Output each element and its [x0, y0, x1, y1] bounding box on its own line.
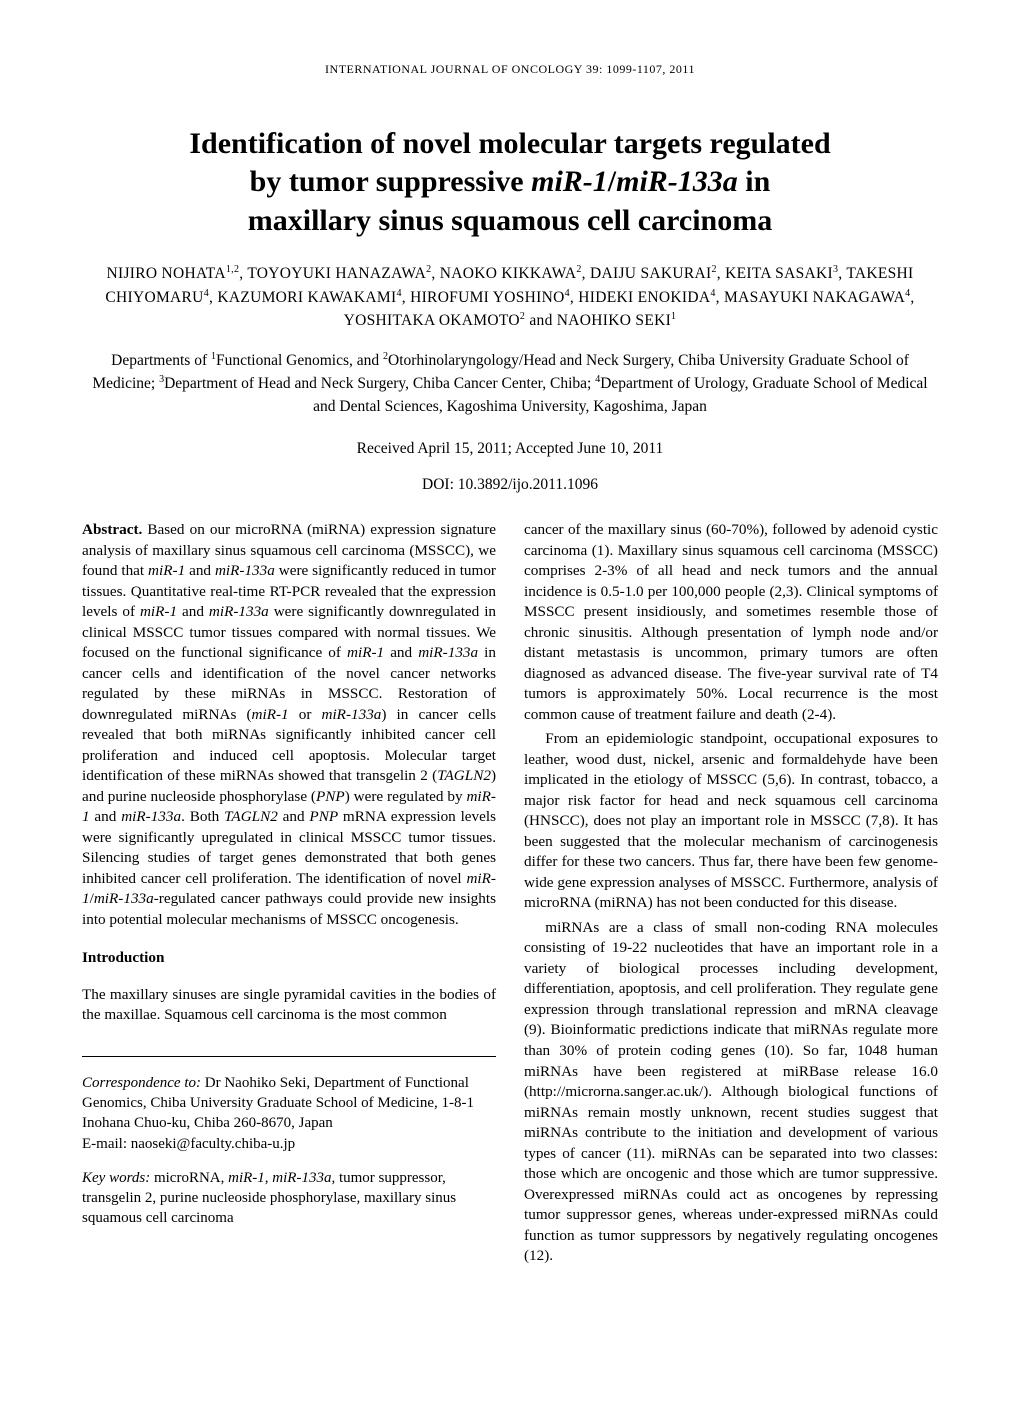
title-line-2a: by tumor suppressive — [250, 165, 531, 198]
body-paragraph-col2-3: miRNAs are a class of small non-coding R… — [524, 918, 938, 1267]
body-paragraph-col2-1: cancer of the maxillary sinus (60-70%), … — [524, 520, 938, 725]
keywords-label: Key words: — [82, 1170, 150, 1186]
title-line-1: Identification of novel molecular target… — [189, 127, 830, 160]
two-column-body: Abstract. Based on our microRNA (miRNA) … — [82, 520, 938, 1267]
body-paragraph-col2-2: From an epidemiologic standpoint, occupa… — [524, 729, 938, 914]
doi: DOI: 10.3892/ijo.2011.1096 — [82, 476, 938, 494]
correspondence-label: Correspondence to: — [82, 1075, 201, 1091]
keywords-footnote: Key words: microRNA, miR-1, miR-133a, tu… — [82, 1168, 496, 1229]
title-line-3: maxillary sinus squamous cell carcinoma — [248, 204, 772, 237]
footnote-block: Correspondence to: Dr Naohiko Seki, Depa… — [82, 1056, 496, 1229]
intro-paragraph-1: The maxillary sinuses are single pyramid… — [82, 985, 496, 1026]
introduction-heading: Introduction — [82, 948, 496, 969]
abstract-text: Based on our microRNA (miRNA) expression… — [82, 521, 496, 928]
correspondence-email: E-mail: naoseki@faculty.chiba-u.jp — [82, 1136, 295, 1152]
correspondence-footnote: Correspondence to: Dr Naohiko Seki, Depa… — [82, 1073, 496, 1154]
running-head: INTERNATIONAL JOURNAL OF ONCOLOGY 39: 10… — [82, 62, 938, 77]
article-title: Identification of novel molecular target… — [82, 125, 938, 240]
author-list: NIJIRO NOHATA1,2, TOYOYUKI HANAZAWA2, NA… — [92, 262, 928, 332]
received-accepted-dates: Received April 15, 2011; Accepted June 1… — [82, 440, 938, 458]
footnote-rule — [82, 1056, 496, 1057]
affiliations: Departments of 1Functional Genomics, and… — [88, 350, 932, 418]
abstract-label: Abstract. — [82, 521, 142, 538]
title-slash: / — [608, 165, 616, 198]
title-miR-133a: miR-133a — [616, 165, 738, 198]
title-line-2e: in — [738, 165, 771, 198]
title-miR-1: miR-1 — [531, 165, 608, 198]
abstract: Abstract. Based on our microRNA (miRNA) … — [82, 520, 496, 930]
